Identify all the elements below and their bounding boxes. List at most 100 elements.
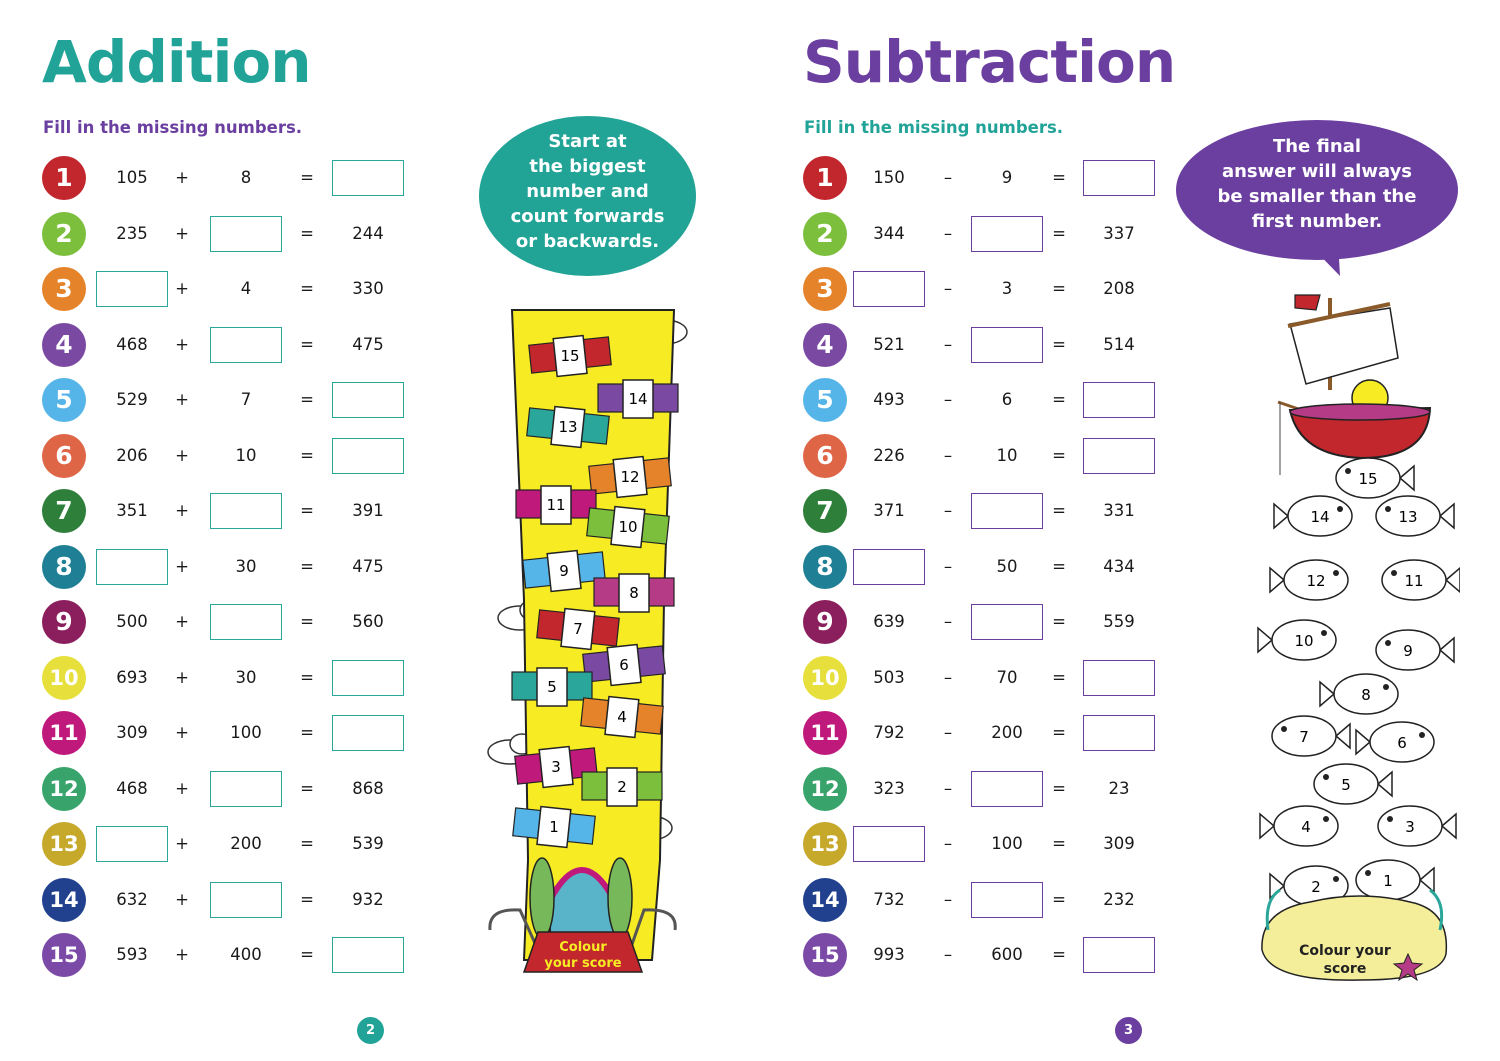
answer-box[interactable] [332,659,404,696]
score-fish[interactable]: 13 [1375,495,1455,537]
equals-sign: = [1052,334,1066,354]
given-number: 868 [352,778,384,798]
fish-body [1377,805,1443,847]
exercise-row: 7 351 + = 391 [42,488,412,534]
fish-eye [1323,816,1329,822]
score-fish[interactable]: 8 [1319,673,1399,715]
score-window[interactable]: 9 [522,549,606,593]
score-fish[interactable]: 7 [1271,715,1351,757]
answer-box[interactable] [210,881,282,918]
answer-box[interactable] [971,770,1043,807]
window-pane [622,379,654,419]
score-window[interactable]: 7 [536,607,620,651]
answer-box[interactable] [1083,937,1155,973]
score-fish[interactable]: 2 [1269,865,1349,907]
score-window[interactable]: 2 [581,767,663,807]
score-fish[interactable]: 4 [1259,805,1339,847]
answer-box[interactable] [1083,160,1155,196]
answer-box[interactable] [96,826,168,862]
equals-sign: = [1052,667,1066,687]
question-number-badge: 11 [42,711,86,755]
answer-box[interactable] [971,326,1043,363]
answer-box[interactable] [332,437,404,474]
question-number-badge: 8 [42,544,86,589]
equals-sign: = [1052,168,1066,187]
exercise-row: 10 503 – 70 = [803,655,1173,701]
score-fish[interactable]: 9 [1375,629,1455,671]
fish-eye [1337,506,1343,512]
exercise-row: 12 323 – = 23 [803,766,1173,812]
score-window[interactable]: 3 [514,745,598,789]
given-number: 600 [991,945,1023,964]
subtraction-instruction: Fill in the missing numbers. [804,118,1064,137]
equals-sign: = [300,445,314,465]
score-window[interactable]: 11 [515,485,597,525]
score-fish[interactable]: 14 [1273,495,1353,537]
score-window[interactable]: 10 [586,505,670,549]
fish-body [1283,559,1349,601]
score-fish[interactable]: 10 [1257,619,1337,661]
given-number: 330 [352,279,384,298]
score-window[interactable]: 6 [582,643,666,687]
minus-sign: – [943,612,953,631]
answer-box[interactable] [96,271,168,307]
equals-sign: = [1052,612,1066,631]
equals-sign: = [300,834,314,853]
score-window[interactable]: 14 [597,379,679,419]
score-fish[interactable]: 1 [1355,859,1435,901]
fish-number: 3 [1405,818,1415,836]
answer-box[interactable] [332,160,404,196]
tip-line: the biggest [529,156,646,177]
answer-box[interactable] [853,548,925,585]
answer-box[interactable] [210,326,282,363]
score-window[interactable]: 8 [593,573,675,613]
answer-box[interactable] [210,604,282,640]
question-number-badge: 5 [42,378,86,422]
given-number: 539 [352,834,384,853]
equals-sign: = [300,279,314,298]
answer-box[interactable] [1083,437,1155,474]
score-window[interactable]: 15 [528,334,612,378]
window-number: 9 [559,562,569,580]
equals-sign: = [300,556,314,576]
answer-box[interactable] [1083,715,1155,751]
score-fish[interactable]: 5 [1313,763,1393,805]
exercise-row: 4 521 – = 514 [803,322,1173,368]
answer-box[interactable] [853,271,925,307]
score-window[interactable]: 1 [512,805,596,849]
question-number-badge: 15 [42,933,86,977]
given-number: 468 [116,778,148,798]
equals-sign: = [1052,279,1066,298]
fish-eye [1391,570,1397,576]
answer-box[interactable] [1083,659,1155,696]
answer-box[interactable] [971,215,1043,252]
answer-box[interactable] [971,881,1043,918]
score-window[interactable]: 4 [580,695,664,739]
minus-sign: – [943,279,953,298]
answer-box[interactable] [96,548,168,585]
answer-box[interactable] [332,715,404,751]
score-fish[interactable]: 3 [1377,805,1457,847]
answer-box[interactable] [332,382,404,418]
answer-box[interactable] [210,493,282,529]
score-fish[interactable]: 15 [1335,457,1415,499]
answer-box[interactable] [1083,382,1155,418]
exercise-row: 10 693 +30 = [42,655,412,701]
score-window[interactable]: 5 [511,667,593,707]
question-number-badge: 14 [42,877,86,922]
answer-box[interactable] [971,493,1043,529]
score-fish[interactable]: 6 [1355,721,1435,763]
answer-box[interactable] [332,937,404,973]
answer-box[interactable] [210,215,282,252]
answer-box[interactable] [971,604,1043,640]
building-score-label: your score [544,956,621,971]
answer-box[interactable] [853,826,925,862]
score-fish[interactable]: 12 [1269,559,1349,601]
score-window[interactable]: 13 [526,405,610,449]
minus-sign: – [943,223,953,243]
score-fish[interactable]: 11 [1381,559,1460,601]
answer-box[interactable] [210,770,282,807]
given-number: 493 [873,390,905,409]
score-window[interactable]: 12 [588,455,672,499]
given-number: 206 [116,445,148,465]
